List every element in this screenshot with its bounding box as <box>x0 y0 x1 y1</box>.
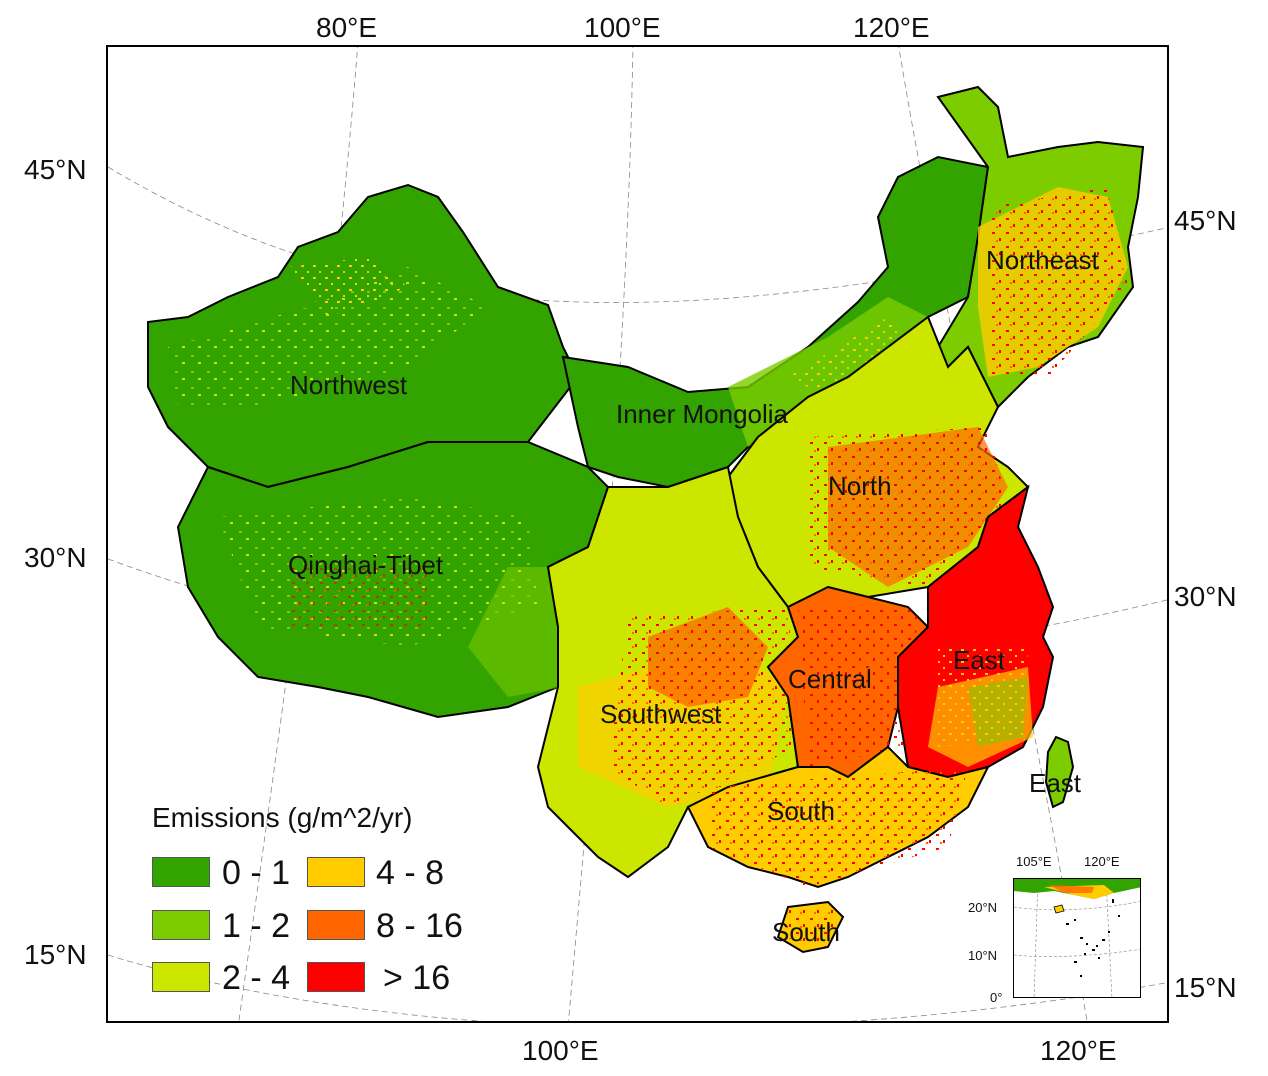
region-label-east: East <box>953 645 1006 675</box>
region-label-northeast: Northeast <box>986 245 1099 275</box>
legend-swatch-gt-16 <box>307 962 365 992</box>
region-label-east-taiwan: East <box>1029 768 1082 798</box>
axis-right-30N: 30°N <box>1174 581 1237 612</box>
axis-top-120E: 120°E <box>853 12 930 43</box>
inset-map <box>1014 879 1140 997</box>
region-label-north: North <box>828 471 892 501</box>
legend-label-8-16: 8 - 16 <box>376 907 463 945</box>
inset-axis-top-105E: 105°E <box>1016 854 1052 869</box>
region-taiwan <box>1044 735 1075 809</box>
legend-label-0-1: 0 - 1 <box>222 854 291 892</box>
legend-label-gt-16: > 16 <box>383 959 451 997</box>
axis-bottom-100E: 100°E <box>522 1035 599 1066</box>
south-china-sea-inset <box>1013 878 1141 998</box>
region-label-northwest: Northwest <box>290 370 408 400</box>
region-label-qinghai-tibet: Qinghai-Tibet <box>288 550 444 580</box>
region-label-south-hainan: South <box>772 917 840 947</box>
legend-label-1-2: 1 - 2 <box>222 907 291 945</box>
region-label-inner-mongolia: Inner Mongolia <box>616 399 788 429</box>
region-label-central: Central <box>788 664 872 694</box>
legend-title: Emissions (g/m^2/yr) <box>152 802 413 833</box>
legend-swatch-2-4 <box>152 962 210 992</box>
axis-right-45N: 45°N <box>1174 205 1237 236</box>
axis-left-30N: 30°N <box>24 542 87 573</box>
axis-top-100E: 100°E <box>584 12 661 43</box>
inset-axis-left-10N: 10°N <box>968 948 998 963</box>
axis-left-15N: 15°N <box>24 939 87 970</box>
axis-right-15N: 15°N <box>1174 972 1237 1003</box>
axis-left-45N: 45°N <box>24 154 87 185</box>
legend-swatch-4-8 <box>307 857 365 887</box>
legend-label-4-8: 4 - 8 <box>376 854 445 892</box>
axis-bottom-120E: 120°E <box>1040 1035 1117 1066</box>
legend-label-2-4: 2 - 4 <box>222 959 291 997</box>
emissions-map <box>108 47 1167 1021</box>
axis-top-80E: 80°E <box>316 12 378 43</box>
graticule-lon-100E <box>568 47 634 1021</box>
legend-swatch-8-16 <box>307 910 365 940</box>
legend-swatch-1-2 <box>152 910 210 940</box>
legend-swatch-0-1 <box>152 857 210 887</box>
graticule-lat-15N <box>108 954 1167 1021</box>
inset-axis-left-20N: 20°N <box>968 900 998 915</box>
inset-axis-top-120E: 120°E <box>1084 854 1120 869</box>
map-frame <box>106 45 1169 1023</box>
region-label-southwest: Southwest <box>600 699 722 729</box>
inset-axis-left-0: 0° <box>990 990 1003 1005</box>
region-label-south: South <box>767 796 835 826</box>
